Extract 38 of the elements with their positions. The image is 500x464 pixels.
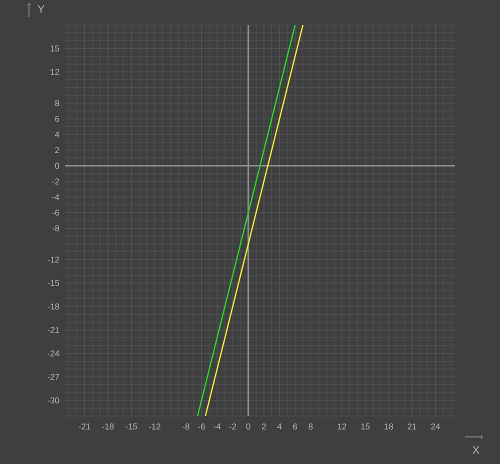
x-tick-label: 4 xyxy=(277,424,282,430)
x-tick-label: 8 xyxy=(308,424,313,430)
x-tick-label: 12 xyxy=(338,424,346,430)
y-tick-label: -30 xyxy=(48,397,60,404)
x-tick-label: 6 xyxy=(293,424,298,430)
y-tick-label: 6 xyxy=(55,116,60,122)
x-tick-label: 15 xyxy=(361,424,370,430)
y-tick-label: 4 xyxy=(54,132,60,138)
x-tick-label: -12 xyxy=(148,424,160,430)
x-tick-label: 21 xyxy=(408,424,416,430)
x-tick-label: 18 xyxy=(384,424,394,430)
y-tick-label: -21 xyxy=(48,327,60,333)
x-tick-label: 2 xyxy=(262,424,266,430)
x-tick-label: -6 xyxy=(198,424,205,430)
x-tick-label: -8 xyxy=(182,424,190,430)
y-tick-label: 8 xyxy=(55,100,60,106)
x-axis-title: X xyxy=(472,446,480,454)
y-tick-label: -6 xyxy=(52,210,60,216)
y-tick-label: -2 xyxy=(52,178,60,184)
y-tick-label: 0 xyxy=(55,162,60,169)
y-axis-title: Y xyxy=(38,5,44,13)
x-tick-label: -15 xyxy=(126,424,138,430)
y-tick-label: -8 xyxy=(52,225,60,232)
x-tick-label: -2 xyxy=(229,424,236,430)
y-tick-label: -12 xyxy=(48,256,60,263)
x-tick-label: 0 xyxy=(246,424,250,430)
y-tick-label: -4 xyxy=(52,194,60,200)
y-tick-label: -27 xyxy=(48,374,60,380)
y-tick-label: -24 xyxy=(48,350,60,356)
x-tick-label: -4 xyxy=(214,424,221,430)
x-tick-label: -21 xyxy=(78,424,90,430)
x-tick-label: -18 xyxy=(102,424,114,430)
y-tick-label: 15 xyxy=(50,45,60,52)
y-tick-label: 12 xyxy=(50,68,60,75)
x-tick-label: 24 xyxy=(431,424,440,430)
y-tick-label: 2 xyxy=(55,147,60,154)
y-tick-label: -18 xyxy=(48,304,60,310)
y-tick-label: -15 xyxy=(48,280,60,286)
